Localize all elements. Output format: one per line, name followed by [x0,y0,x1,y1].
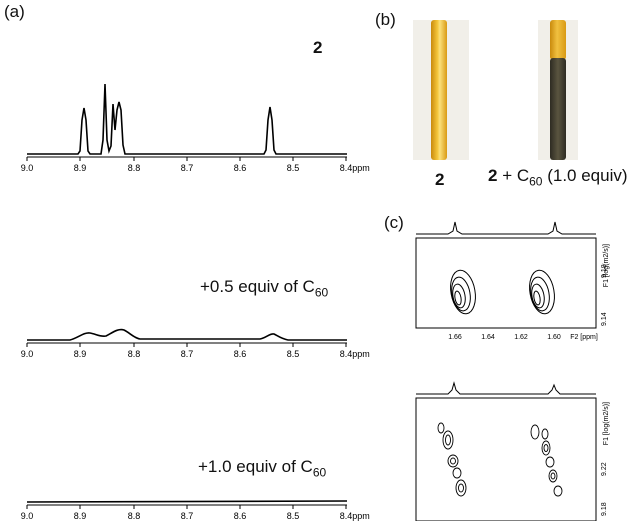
panel-label-a: (a) [4,2,25,21]
s1-tick-8.7: 8.7 [181,163,194,173]
s1-axis-unit: ppm [352,163,370,173]
dosy-top-x-1.66: 1.66 [448,334,462,341]
tube-dark [550,58,566,160]
nmr-spectra: 9.0 8.9 8.8 8.7 8.6 8.5 8.4 ppm 9.0 8.9 … [21,83,370,521]
dosy-bottom-y-label: F1 [log(m2/s)] [603,402,610,445]
dosy-bottom: 9.22 9.18 F1 [log(m2/s)] [415,381,610,521]
photo-caption-right: 2 + C60 (1.0 equiv) [488,166,628,189]
spectrum-1-ticks [26,157,347,161]
s1-tick-8.9: 8.9 [74,163,87,173]
photo-tube-2 [413,20,469,160]
spectrum-1: 9.0 8.9 8.8 8.7 8.6 8.5 8.4 ppm [21,83,370,173]
dosy-bottom-contours-right [530,424,563,497]
compound-label: 2 [313,38,323,57]
photo-caption-left: 2 [435,170,445,189]
dosy-top-y-label: F1 [log(m2/s)] [603,244,610,287]
s1-tick-8.5: 8.5 [287,163,300,173]
s3-tick-8.8: 8.8 [128,511,141,521]
s3-tick-8.6: 8.6 [234,511,247,521]
dosy-bottom-y-9.22: 9.22 [601,462,608,476]
tube-upper [550,20,566,60]
dosy-top-y-9.18: 9.18 [601,264,608,278]
s3-tick-9.0: 9.0 [21,511,34,521]
panel-label-b: (b) [375,10,396,29]
dosy-bottom-y-9.18: 9.18 [601,502,608,516]
dosy-top-y-9.14: 9.14 [601,312,608,326]
s2-tick-8.7: 8.7 [181,349,194,359]
panel-label-c: (c) [384,213,404,232]
s2-tick-8.6: 8.6 [234,349,247,359]
s3-tick-8.9: 8.9 [74,511,87,521]
s2-tick-9.0: 9.0 [21,349,34,359]
s1-tick-8.8: 8.8 [128,163,141,173]
dosy-top-x-1.64: 1.64 [481,334,495,341]
dosy-top-contours-right [529,269,555,315]
dosy-top-x-unit: F2 [ppm] [570,334,598,341]
s2-axis-unit: ppm [352,349,370,359]
s3-tick-8.4: 8.4 [340,511,353,521]
s3-tick-8.5: 8.5 [287,511,300,521]
s3-axis-unit: ppm [352,511,370,521]
s2-tick-8.9: 8.9 [74,349,87,359]
s3-tick-8.7: 8.7 [181,511,194,521]
dosy-bottom-contours-left [437,422,467,497]
spectrum-3: 9.0 8.9 8.8 8.7 8.6 8.5 8.4 ppm [21,500,370,521]
dosy-top-contours-left [450,269,476,315]
dosy-top: 1.66 1.64 1.62 1.60 F2 [ppm] 9.18 9.14 F… [415,221,610,341]
s2-tick-8.8: 8.8 [128,349,141,359]
spectrum-2: 9.0 8.9 8.8 8.7 8.6 8.5 8.4 ppm [21,328,370,359]
spectrum-2-label: +0.5 equiv of C60 [200,277,329,300]
s1-tick-8.4: 8.4 [340,163,353,173]
s2-tick-8.4: 8.4 [340,349,353,359]
dosy-top-x-1.60: 1.60 [547,334,561,341]
dosy-top-x-1.62: 1.62 [514,334,528,341]
tube-yellow [431,20,447,160]
photo-tube-2-c60 [538,20,578,160]
s1-tick-9.0: 9.0 [21,163,34,173]
spectrum-3-label: +1.0 equiv of C60 [198,457,327,480]
s1-tick-8.6: 8.6 [234,163,247,173]
s2-tick-8.5: 8.5 [287,349,300,359]
